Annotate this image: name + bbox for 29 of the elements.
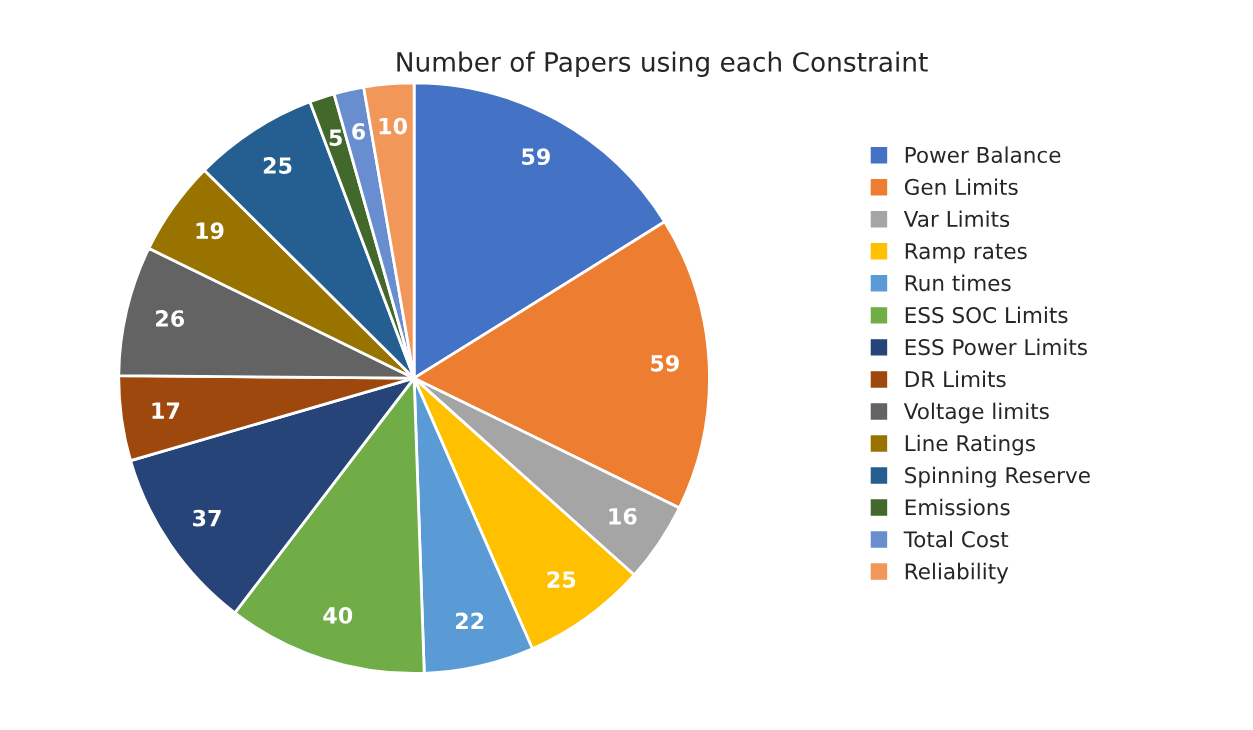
data-label: 40 bbox=[323, 606, 353, 624]
legend-label: Total Cost bbox=[903, 530, 1009, 548]
data-label: 19 bbox=[196, 222, 224, 240]
data-label: 25 bbox=[547, 571, 576, 588]
legend-label: DR Limits bbox=[905, 370, 1006, 388]
data-label: 10 bbox=[379, 117, 407, 135]
data-label: 59 bbox=[522, 148, 550, 166]
legend-label: Ramp rates bbox=[905, 243, 1027, 264]
legend-label: Gen Limits bbox=[904, 178, 1018, 196]
data-label: 17 bbox=[152, 402, 180, 419]
legend-label: Spinning Reserve bbox=[905, 466, 1090, 488]
legend-label: Reliability bbox=[905, 562, 1009, 584]
data-label: 59 bbox=[651, 354, 679, 372]
legend-label: ESS Power Limits bbox=[905, 338, 1087, 356]
legend-label: Var Limits bbox=[903, 210, 1010, 228]
data-label: 26 bbox=[156, 310, 185, 327]
data-label: 37 bbox=[193, 509, 221, 527]
legend-label: Run times bbox=[905, 274, 1011, 292]
data-label: 25 bbox=[263, 157, 292, 174]
chart-title: Number of Papers using each Constraint bbox=[397, 51, 928, 78]
data-label: 22 bbox=[455, 612, 484, 630]
data-label: 6 bbox=[352, 122, 366, 140]
legend-label: Line Ratings bbox=[905, 434, 1035, 456]
legend-label: Emissions bbox=[905, 498, 1010, 516]
legend-label: Power Balance bbox=[905, 146, 1061, 164]
legend-label: Voltage limits bbox=[903, 402, 1049, 424]
data-label: 5 bbox=[329, 129, 342, 147]
data-label: 16 bbox=[609, 507, 637, 525]
legend-label: ESS SOC Limits bbox=[905, 306, 1068, 324]
